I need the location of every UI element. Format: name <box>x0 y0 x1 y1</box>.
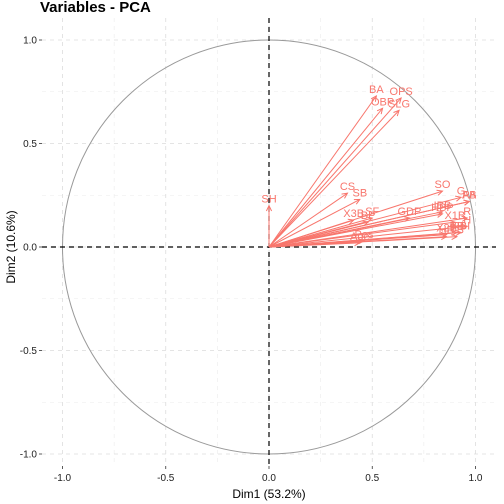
variable-label-ab: AB <box>462 189 477 201</box>
variable-label-so: SO <box>435 179 451 191</box>
variable-label-ops: OPS <box>390 86 413 98</box>
variable-arrow-cs <box>268 192 349 248</box>
variable-label-x3b: X3B <box>343 208 364 220</box>
variable-label-bb: BB <box>450 221 465 233</box>
y-tick-label: -1.0 <box>20 450 38 461</box>
variable-arrow-sh <box>265 204 273 247</box>
variable-arrow-pa <box>268 199 471 248</box>
variable-label-pos: Pos <box>355 229 374 241</box>
variable-label-gdp: GDP <box>397 206 421 218</box>
variable-arrow-obp <box>268 107 384 248</box>
variable-label-bp: BP <box>361 210 376 222</box>
variable-label-sh: SH <box>261 194 276 206</box>
variable-label-ibb: IBB <box>434 200 452 212</box>
y-tick-label: 1.0 <box>23 36 37 47</box>
variable-label-obp: OBP <box>371 96 394 108</box>
variable-label-r: R <box>463 206 471 218</box>
y-tick-label: 0.5 <box>23 139 37 150</box>
x-tick-label: 0.0 <box>262 473 276 484</box>
variable-label-age: Age <box>350 231 370 243</box>
x-tick-label: 1.0 <box>469 473 483 484</box>
variable-arrow-slg <box>268 109 400 248</box>
variable-label-tb: TB <box>450 225 464 237</box>
x-axis-title: Dim1 (53.2%) <box>232 487 305 501</box>
variable-label-ba: BA <box>369 84 384 96</box>
variable-arrow-ops <box>268 97 402 248</box>
variable-label-rbi: RBI <box>452 221 470 233</box>
x-tick-label: -1.0 <box>54 473 72 484</box>
variable-arrow-r <box>268 215 469 248</box>
x-axis-ticks: -1.0 -0.5 0.0 0.5 1.0 <box>54 466 483 484</box>
variable-label-sf: SF <box>365 206 379 218</box>
variable-label-slg: SLG <box>388 98 410 110</box>
variable-arrow-ba <box>268 94 378 248</box>
variable-label-hbp: HBP <box>431 202 454 214</box>
y-axis-ticks: -1.0 -0.5 0.0 0.5 1.0 <box>20 36 42 461</box>
x-tick-label: -0.5 <box>157 473 175 484</box>
chart-title: Variables - PCA <box>40 0 151 16</box>
variable-label-hr: HR <box>439 225 455 237</box>
variable-arrow-h <box>268 223 469 248</box>
variable-label-sb: SB <box>353 187 368 199</box>
variable-arrow-so <box>268 189 444 248</box>
y-axis-title: Dim2 (10.6%) <box>4 210 18 283</box>
y-tick-label: -0.5 <box>20 346 38 357</box>
variable-label-cs: CS <box>340 181 355 193</box>
variable-arrow-pos <box>268 238 366 248</box>
variable-label-x2b: X2B <box>436 223 457 235</box>
y-tick-label: 0.0 <box>23 243 37 254</box>
variable-arrow-sb <box>268 198 361 248</box>
variable-arrows <box>265 94 471 248</box>
variable-label-x1b: X1B <box>444 210 465 222</box>
variable-label-g: G <box>457 185 466 197</box>
variable-label-h: H <box>463 214 471 226</box>
x-tick-label: 0.5 <box>365 473 379 484</box>
variable-arrow-g <box>268 195 463 248</box>
variable-arrow-hbp <box>268 211 444 248</box>
variable-label-pa: PA <box>462 189 477 201</box>
